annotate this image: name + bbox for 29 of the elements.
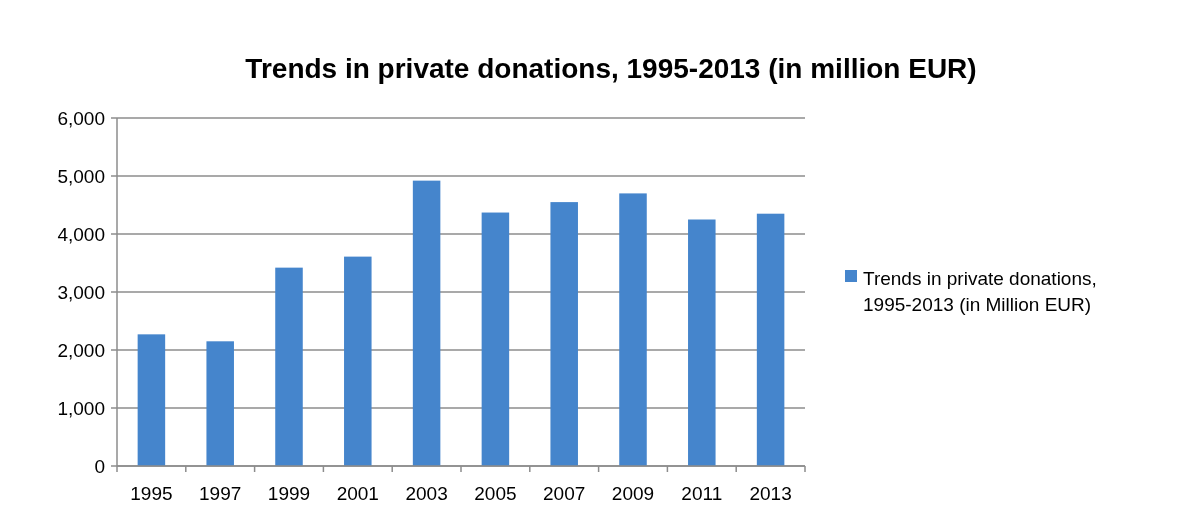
bar — [619, 193, 647, 466]
chart-title: Trends in private donations, 1995-2013 (in million EUR) — [245, 53, 977, 84]
x-tick-label: 2005 — [474, 483, 517, 504]
x-tick-label: 1995 — [130, 483, 173, 504]
x-tick-label: 2011 — [681, 483, 723, 504]
y-tick-label: 3,000 — [57, 281, 105, 303]
y-tick-label: 0 — [94, 455, 105, 477]
bar — [137, 334, 166, 466]
bar — [344, 256, 372, 466]
x-tick-label: 2007 — [543, 483, 586, 504]
x-tick-label: 1997 — [199, 483, 242, 504]
x-tick-label: 2013 — [749, 483, 792, 504]
y-tick-label: 2,000 — [57, 339, 105, 361]
y-tick-label: 6,000 — [57, 107, 105, 129]
x-tick-label: 2001 — [336, 483, 379, 504]
x-tick-label: 2009 — [611, 483, 655, 504]
legend-label: Trends in private donations, 1995-2013 (in Million EUR) — [863, 267, 1097, 316]
y-tick-label: 5,000 — [57, 165, 105, 187]
x-tick-label: 1999 — [267, 483, 311, 504]
bar — [756, 213, 785, 466]
bar — [412, 180, 441, 466]
x-tick-label: 2003 — [405, 483, 448, 504]
y-tick-label: 4,000 — [57, 223, 105, 245]
y-tick-label: 1,000 — [57, 397, 105, 419]
bar — [275, 267, 303, 466]
bar — [688, 219, 716, 466]
bar — [481, 212, 510, 466]
bar — [206, 341, 234, 466]
bar — [550, 202, 578, 466]
